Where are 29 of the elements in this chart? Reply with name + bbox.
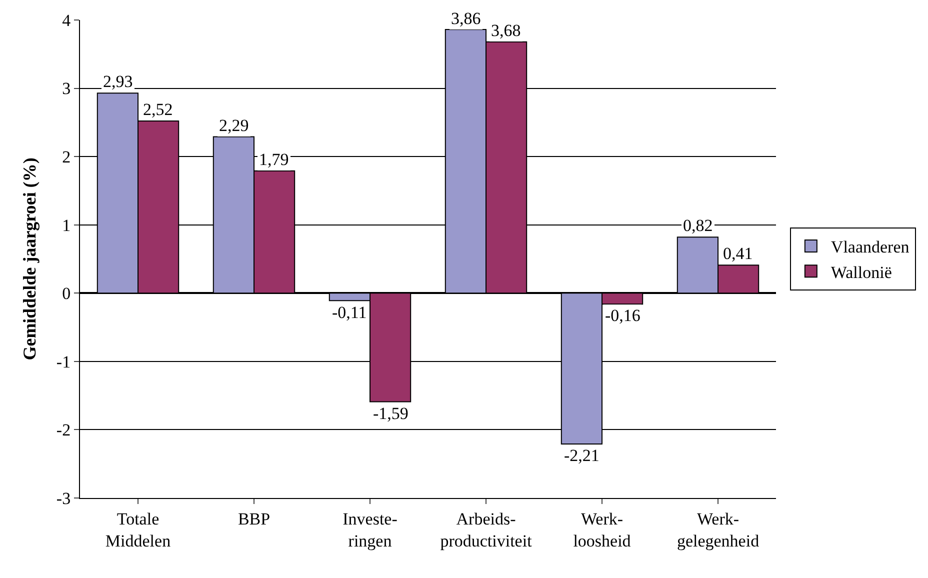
x-tick-label: BBP — [238, 509, 270, 528]
data-label: 2,93 — [103, 72, 133, 91]
y-tick-label: 3 — [62, 79, 71, 98]
data-label: -1,59 — [373, 404, 408, 423]
y-tick-label: 4 — [62, 10, 72, 30]
x-tick-label: Werk- gelegenheid — [676, 509, 760, 550]
data-label: 3,86 — [451, 9, 481, 28]
x-tick-label: Arbeids- productiviteit — [440, 509, 532, 550]
data-label: -0,16 — [605, 306, 640, 325]
data-label: 2,52 — [143, 100, 173, 119]
legend-label: Wallonië — [830, 262, 892, 282]
data-label: 1,79 — [259, 150, 289, 169]
y-tick-label: 1 — [62, 216, 71, 235]
y-axis-title: Gemiddelde jaargroei (%) — [20, 158, 40, 360]
data-label: 3,68 — [491, 21, 521, 40]
y-tick-label: 2 — [62, 148, 71, 167]
x-tick-label: Werk- loosheid — [573, 509, 632, 550]
y-tick-label: -2 — [56, 420, 71, 440]
y-tick-label: 0 — [62, 284, 71, 304]
data-label: 0,82 — [683, 216, 713, 235]
x-tick-label: Totale Middelen — [105, 509, 172, 550]
data-label: 0,41 — [723, 244, 753, 263]
legend-label: Vlaanderen — [830, 238, 910, 257]
y-tick-label: -3 — [56, 488, 71, 508]
data-label: -0,11 — [332, 303, 367, 322]
y-tick-label: -1 — [56, 352, 71, 372]
data-label: 2,29 — [219, 116, 249, 135]
data-label: -2,21 — [564, 446, 600, 465]
x-tick-label: Investe- ringen — [342, 509, 398, 550]
